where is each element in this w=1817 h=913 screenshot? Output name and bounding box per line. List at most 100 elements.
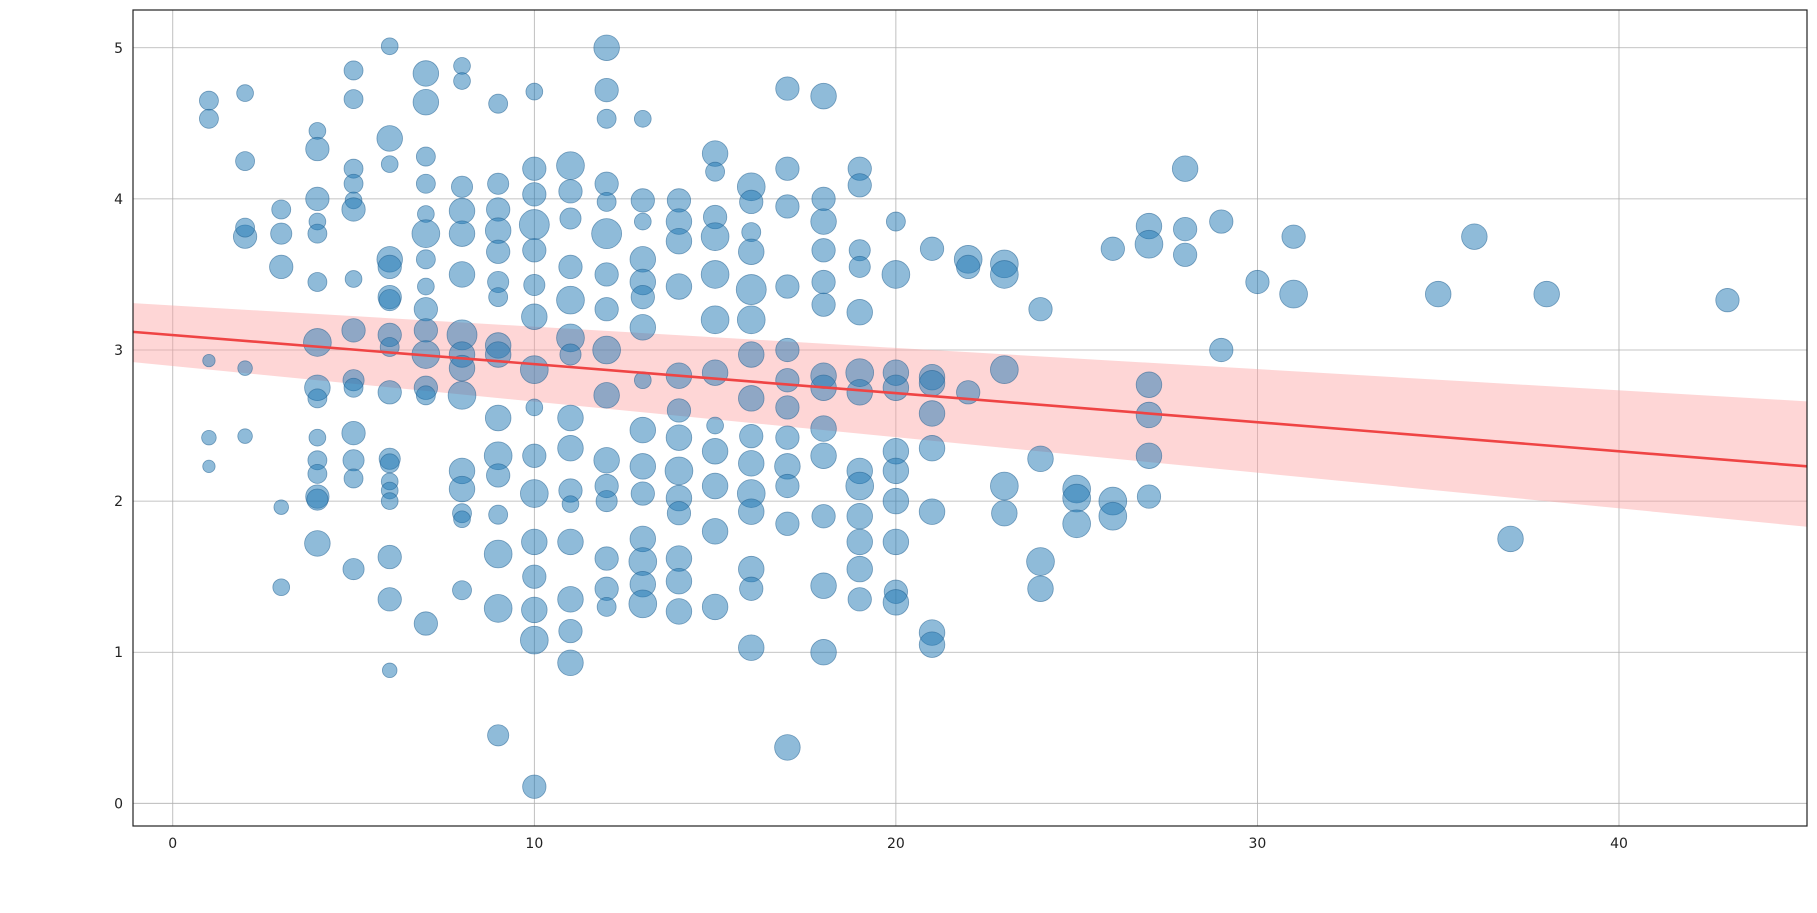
scatter-point xyxy=(520,355,549,384)
scatter-point xyxy=(739,576,764,601)
scatter-point xyxy=(1497,525,1524,553)
scatter-point xyxy=(453,510,471,529)
scatter-point xyxy=(700,222,730,251)
plot-frame xyxy=(132,9,1808,827)
scatter-point xyxy=(881,260,911,289)
scatter-point xyxy=(376,125,403,152)
scatter-point xyxy=(775,337,800,363)
y-tick-label: 5 xyxy=(114,41,123,57)
scatter-point xyxy=(412,60,440,87)
scatter-point xyxy=(775,511,800,536)
scatter-point xyxy=(700,260,730,289)
scatter-point xyxy=(595,490,618,513)
scatter-point xyxy=(810,82,837,110)
scatter-point xyxy=(237,360,253,376)
scatter-point xyxy=(307,388,328,409)
x-tick-label: 0 xyxy=(168,836,177,852)
scatter-point xyxy=(665,227,693,255)
scatter-point xyxy=(1171,155,1199,182)
scatter-point xyxy=(885,211,906,232)
scatter-point xyxy=(594,546,619,571)
tick-labels: 0 10 20 30 40 0 1 2 3 4 5 xyxy=(114,41,1628,852)
scatter-point xyxy=(488,504,509,525)
scatter-point xyxy=(415,249,436,270)
scatter-point xyxy=(1100,236,1125,261)
scatter-point xyxy=(810,208,837,235)
scatter-point xyxy=(413,318,438,343)
scatter-point xyxy=(846,528,873,556)
scatter-point xyxy=(199,90,219,111)
scatter-point xyxy=(1461,223,1488,250)
scatter-point xyxy=(1026,547,1055,576)
scatter-point xyxy=(557,649,584,677)
scatter-point xyxy=(556,285,585,315)
scatter-point xyxy=(518,209,550,240)
scatter-point xyxy=(811,186,836,211)
scatter-point xyxy=(918,435,946,462)
scatter-point xyxy=(630,188,655,213)
scatter-point xyxy=(558,179,583,204)
scatter-point xyxy=(341,318,366,343)
regression-line xyxy=(132,330,1808,468)
x-tick-label: 30 xyxy=(1249,836,1267,852)
scatter-point xyxy=(484,341,512,368)
scatter-point xyxy=(882,528,910,556)
scatter-point xyxy=(810,442,837,469)
scatter-point xyxy=(596,596,617,617)
scatter-point xyxy=(594,77,619,103)
y-tick-label: 1 xyxy=(114,645,123,661)
scatter-point xyxy=(525,398,544,417)
scatter-point xyxy=(306,488,329,511)
scatter-point xyxy=(452,580,472,601)
x-tick-label: 10 xyxy=(525,836,543,852)
scatter-point xyxy=(775,156,800,181)
scatter-point xyxy=(882,487,910,515)
scatter-point xyxy=(235,151,255,172)
scatter-point xyxy=(1281,224,1306,249)
scatter-point xyxy=(237,428,253,444)
scatter-point xyxy=(304,530,331,557)
scatter-point xyxy=(557,586,584,613)
confidence-band-layer xyxy=(133,303,1807,527)
scatter-point xyxy=(846,555,873,583)
scatter-point xyxy=(918,400,946,427)
scatter-point xyxy=(201,429,217,446)
scatter-point xyxy=(700,305,730,335)
scatter-point xyxy=(630,285,655,310)
scatter-point xyxy=(415,385,436,406)
scatter-point xyxy=(486,239,511,264)
scatter-point xyxy=(308,122,327,140)
scatter-point xyxy=(990,471,1019,501)
scatter-point xyxy=(990,260,1019,289)
scatter-point xyxy=(919,236,945,261)
scatter-point xyxy=(1279,279,1308,309)
scatter-point xyxy=(991,500,1018,527)
scatter-point xyxy=(522,774,547,799)
scatter-point xyxy=(559,207,582,230)
scatter-point xyxy=(596,192,617,212)
scatter-point xyxy=(341,421,366,446)
scatter-point xyxy=(775,194,800,219)
plot-background xyxy=(133,10,1807,826)
scatter-point xyxy=(739,189,764,215)
scatter-point xyxy=(308,428,327,447)
scatter-point xyxy=(305,186,330,211)
scatter-point xyxy=(270,222,293,245)
scatter-point xyxy=(665,598,693,625)
scatter-point xyxy=(705,161,726,182)
scatter-point xyxy=(628,589,658,619)
scatter-point xyxy=(594,262,619,287)
scatter-point xyxy=(307,464,328,484)
scatter-point xyxy=(378,289,401,312)
scatter-point xyxy=(483,539,513,569)
scatter-point xyxy=(739,424,764,449)
scatter-point xyxy=(453,72,471,90)
scatter-point xyxy=(1533,280,1560,308)
scatter-point xyxy=(775,274,800,299)
scatter-point xyxy=(377,254,402,279)
scatter-point xyxy=(633,110,652,128)
scatter-point xyxy=(701,518,729,545)
points-layer xyxy=(199,34,1740,799)
scatter-point xyxy=(594,576,619,601)
